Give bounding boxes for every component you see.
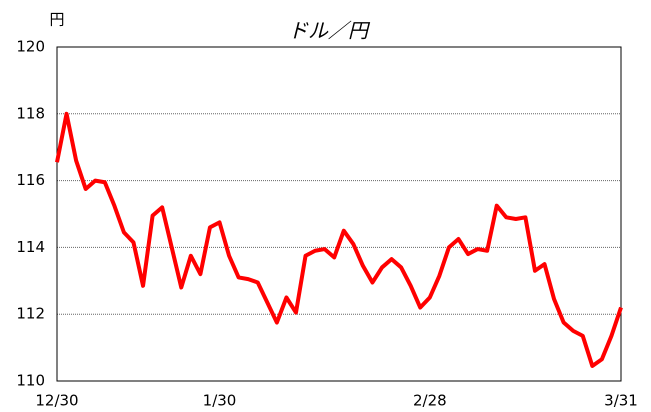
y-tick-label: 116 — [16, 171, 45, 189]
x-tick-label: 2/28 — [413, 392, 447, 410]
plot-border — [56, 46, 622, 382]
y-tick-label: 120 — [16, 38, 45, 56]
x-tick-label: 3/31 — [604, 392, 638, 410]
y-tick-label: 112 — [16, 305, 45, 323]
y-tick-label: 118 — [16, 104, 45, 122]
y-tick-label: 110 — [16, 372, 45, 390]
x-tick-label: 1/30 — [203, 392, 237, 410]
y-tick-label: 114 — [16, 238, 45, 256]
chart-title: ドル／円 — [288, 19, 371, 43]
x-tick-label: 12/30 — [35, 392, 78, 410]
y-unit: 円 — [49, 11, 64, 29]
line — [55, 111, 623, 368]
